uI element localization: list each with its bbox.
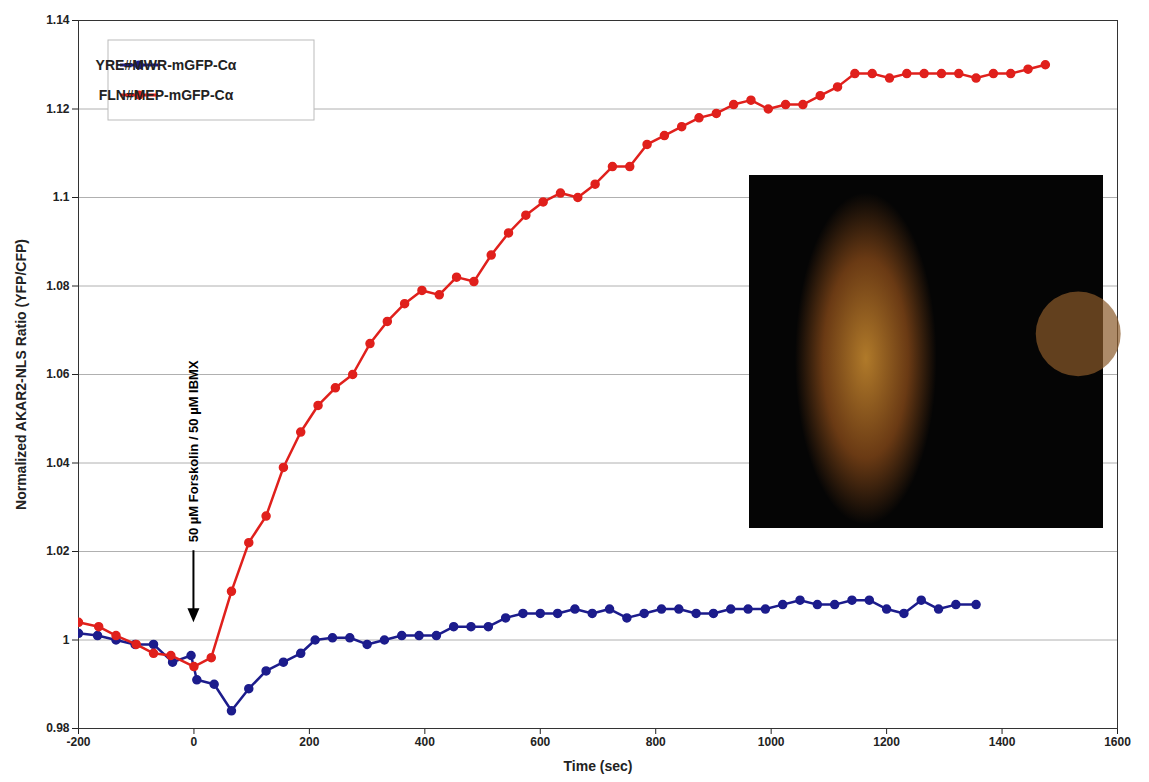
svg-text:800: 800: [646, 735, 666, 749]
svg-text:50 µM Forskolin / 50 µM IBMX: 50 µM Forskolin / 50 µM IBMX: [186, 360, 201, 542]
svg-text:-200: -200: [66, 735, 90, 749]
svg-text:1.14: 1.14: [46, 13, 70, 27]
svg-text:200: 200: [299, 735, 319, 749]
svg-text:600: 600: [530, 735, 550, 749]
svg-text:1200: 1200: [873, 735, 900, 749]
svg-text:1.06: 1.06: [46, 367, 70, 381]
svg-text:1400: 1400: [989, 735, 1016, 749]
svg-text:Time (sec): Time (sec): [564, 758, 633, 774]
svg-text:1: 1: [63, 633, 70, 647]
svg-text:1000: 1000: [758, 735, 785, 749]
svg-text:400: 400: [415, 735, 435, 749]
svg-text:1.02: 1.02: [46, 544, 70, 558]
svg-text:FLN#MEP-mGFP-Cα: FLN#MEP-mGFP-Cα: [99, 87, 234, 103]
svg-text:0.98: 0.98: [46, 721, 70, 735]
svg-text:1.08: 1.08: [46, 279, 70, 293]
svg-text:0: 0: [191, 735, 198, 749]
svg-text:1600: 1600: [1104, 735, 1131, 749]
svg-text:Normalized AKAR2-NLS Ratio (YF: Normalized AKAR2-NLS Ratio (YFP/CFP): [13, 239, 29, 510]
svg-text:1.12: 1.12: [46, 102, 70, 116]
svg-text:1.04: 1.04: [46, 456, 70, 470]
svg-text:YRE#MWR-mGFP-Cα: YRE#MWR-mGFP-Cα: [96, 57, 237, 73]
svg-text:1.1: 1.1: [53, 190, 70, 204]
